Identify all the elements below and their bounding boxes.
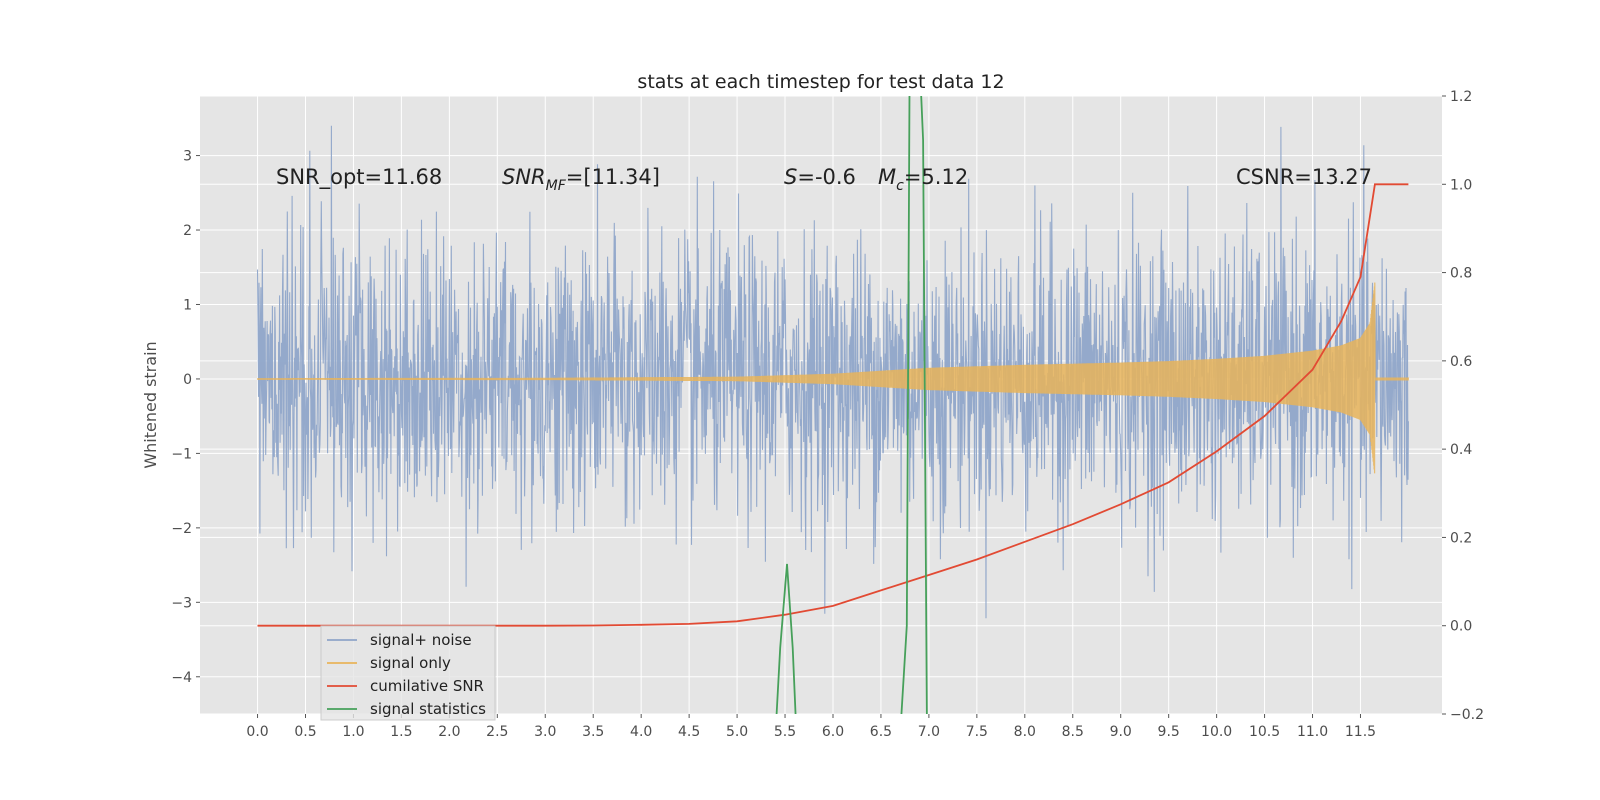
x-tick-label: 0.0 — [246, 724, 268, 740]
annotation-snr-mf-base: SNR — [502, 165, 546, 189]
annotation-snr-mf-value: =[11.34] — [566, 165, 660, 189]
x-axis-ticks: 0.0 0.5 1.0 1.5 2.0 2.5 3.0 3.5 4.0 4.5 5.0 5.5 6.0 6… — [246, 714, 1376, 740]
x-tick-label: 11.0 — [1297, 724, 1328, 740]
annotation-s-base: S — [784, 165, 797, 189]
x-tick-label: 0.5 — [294, 724, 316, 740]
y-tick-label: −1 — [171, 446, 192, 462]
annotation-mc-value: =5.12 — [904, 165, 968, 189]
annotation-snr-mf: SNRMF=[11.34] — [502, 165, 660, 194]
x-tick-label: 10.0 — [1201, 724, 1232, 740]
y-tick-label: −2 — [171, 521, 192, 537]
x-tick-label: 3.0 — [534, 724, 556, 740]
y-tick-label: 1 — [183, 297, 192, 313]
y-tick-label: −4 — [171, 670, 192, 686]
y2-tick-label: 0.0 — [1450, 619, 1472, 635]
x-tick-label: 8.5 — [1062, 724, 1084, 740]
annotation-mc-sub: c — [896, 178, 904, 194]
annotation-mc: Mc=5.12 — [878, 165, 968, 194]
y-axis-ticks: 3 2 1 0 −1 −2 −3 −4 — [171, 149, 200, 686]
x-tick-label: 1.5 — [390, 724, 412, 740]
x-tick-label: 2.5 — [486, 724, 508, 740]
y2-tick-label: 1.0 — [1450, 177, 1472, 193]
series-signal-noise — [256, 125, 1409, 619]
x-tick-label: 6.0 — [822, 724, 844, 740]
legend-label-signal: signal only — [370, 654, 451, 672]
y2-tick-label: 0.6 — [1450, 354, 1472, 370]
annotation-s: S=-0.6 — [784, 165, 856, 189]
y2-axis-ticks: 1.2 1.0 0.8 0.6 0.4 0.2 0.0 −0.2 — [1442, 89, 1484, 723]
annotations: SNR_opt=11.68 SNRMF=[11.34] S=-0.6 Mc=5.… — [276, 165, 1372, 194]
x-tick-label: 7.0 — [918, 724, 940, 740]
y-tick-label: 0 — [183, 372, 192, 388]
y2-tick-label: 0.8 — [1450, 266, 1472, 282]
x-tick-label: 11.5 — [1345, 724, 1376, 740]
y2-tick-label: 0.2 — [1450, 530, 1472, 546]
x-tick-label: 2.0 — [438, 724, 460, 740]
x-tick-label: 6.5 — [870, 724, 892, 740]
series-cumulative-snr — [257, 183, 1409, 627]
y-tick-label: −3 — [171, 595, 192, 611]
plot-marks — [256, 96, 1409, 714]
x-tick-label: 5.0 — [726, 724, 748, 740]
x-tick-label: 1.0 — [342, 724, 364, 740]
annotation-s-value: =-0.6 — [797, 165, 856, 189]
x-tick-label: 3.5 — [582, 724, 604, 740]
x-tick-label: 5.5 — [774, 724, 796, 740]
x-tick-label: 9.0 — [1110, 724, 1132, 740]
annotation-mc-base: M — [878, 165, 896, 189]
annotation-csnr: CSNR=13.27 — [1236, 165, 1372, 189]
x-tick-label: 8.0 — [1014, 724, 1036, 740]
x-tick-label: 10.5 — [1249, 724, 1280, 740]
y-axis-label: Whitened strain — [141, 341, 160, 468]
legend-label-noise: signal+ noise — [370, 631, 472, 649]
x-tick-label: 7.5 — [966, 724, 988, 740]
legend-label-cumulative: cumilative SNR — [370, 677, 484, 695]
annotation-snr-opt: SNR_opt=11.68 — [276, 165, 442, 190]
y2-tick-label: −0.2 — [1450, 707, 1484, 723]
annotation-snr-mf-sub: MF — [546, 178, 567, 194]
series-signal-statistics — [775, 96, 928, 714]
legend-box — [320, 625, 496, 721]
y-tick-label: 3 — [183, 149, 192, 165]
y2-tick-label: 0.4 — [1450, 442, 1472, 458]
chart-title: stats at each timestep for test data 12 — [637, 71, 1004, 93]
y2-tick-label: 1.2 — [1450, 89, 1472, 105]
legend: signal+ noise signal only cumilative SNR… — [320, 625, 496, 721]
series-signal-only — [256, 282, 1409, 474]
x-tick-label: 4.5 — [678, 724, 700, 740]
x-tick-label: 4.0 — [630, 724, 652, 740]
legend-label-stats: signal statistics — [370, 700, 486, 718]
y-tick-label: 2 — [183, 223, 192, 239]
x-tick-label: 9.5 — [1158, 724, 1180, 740]
